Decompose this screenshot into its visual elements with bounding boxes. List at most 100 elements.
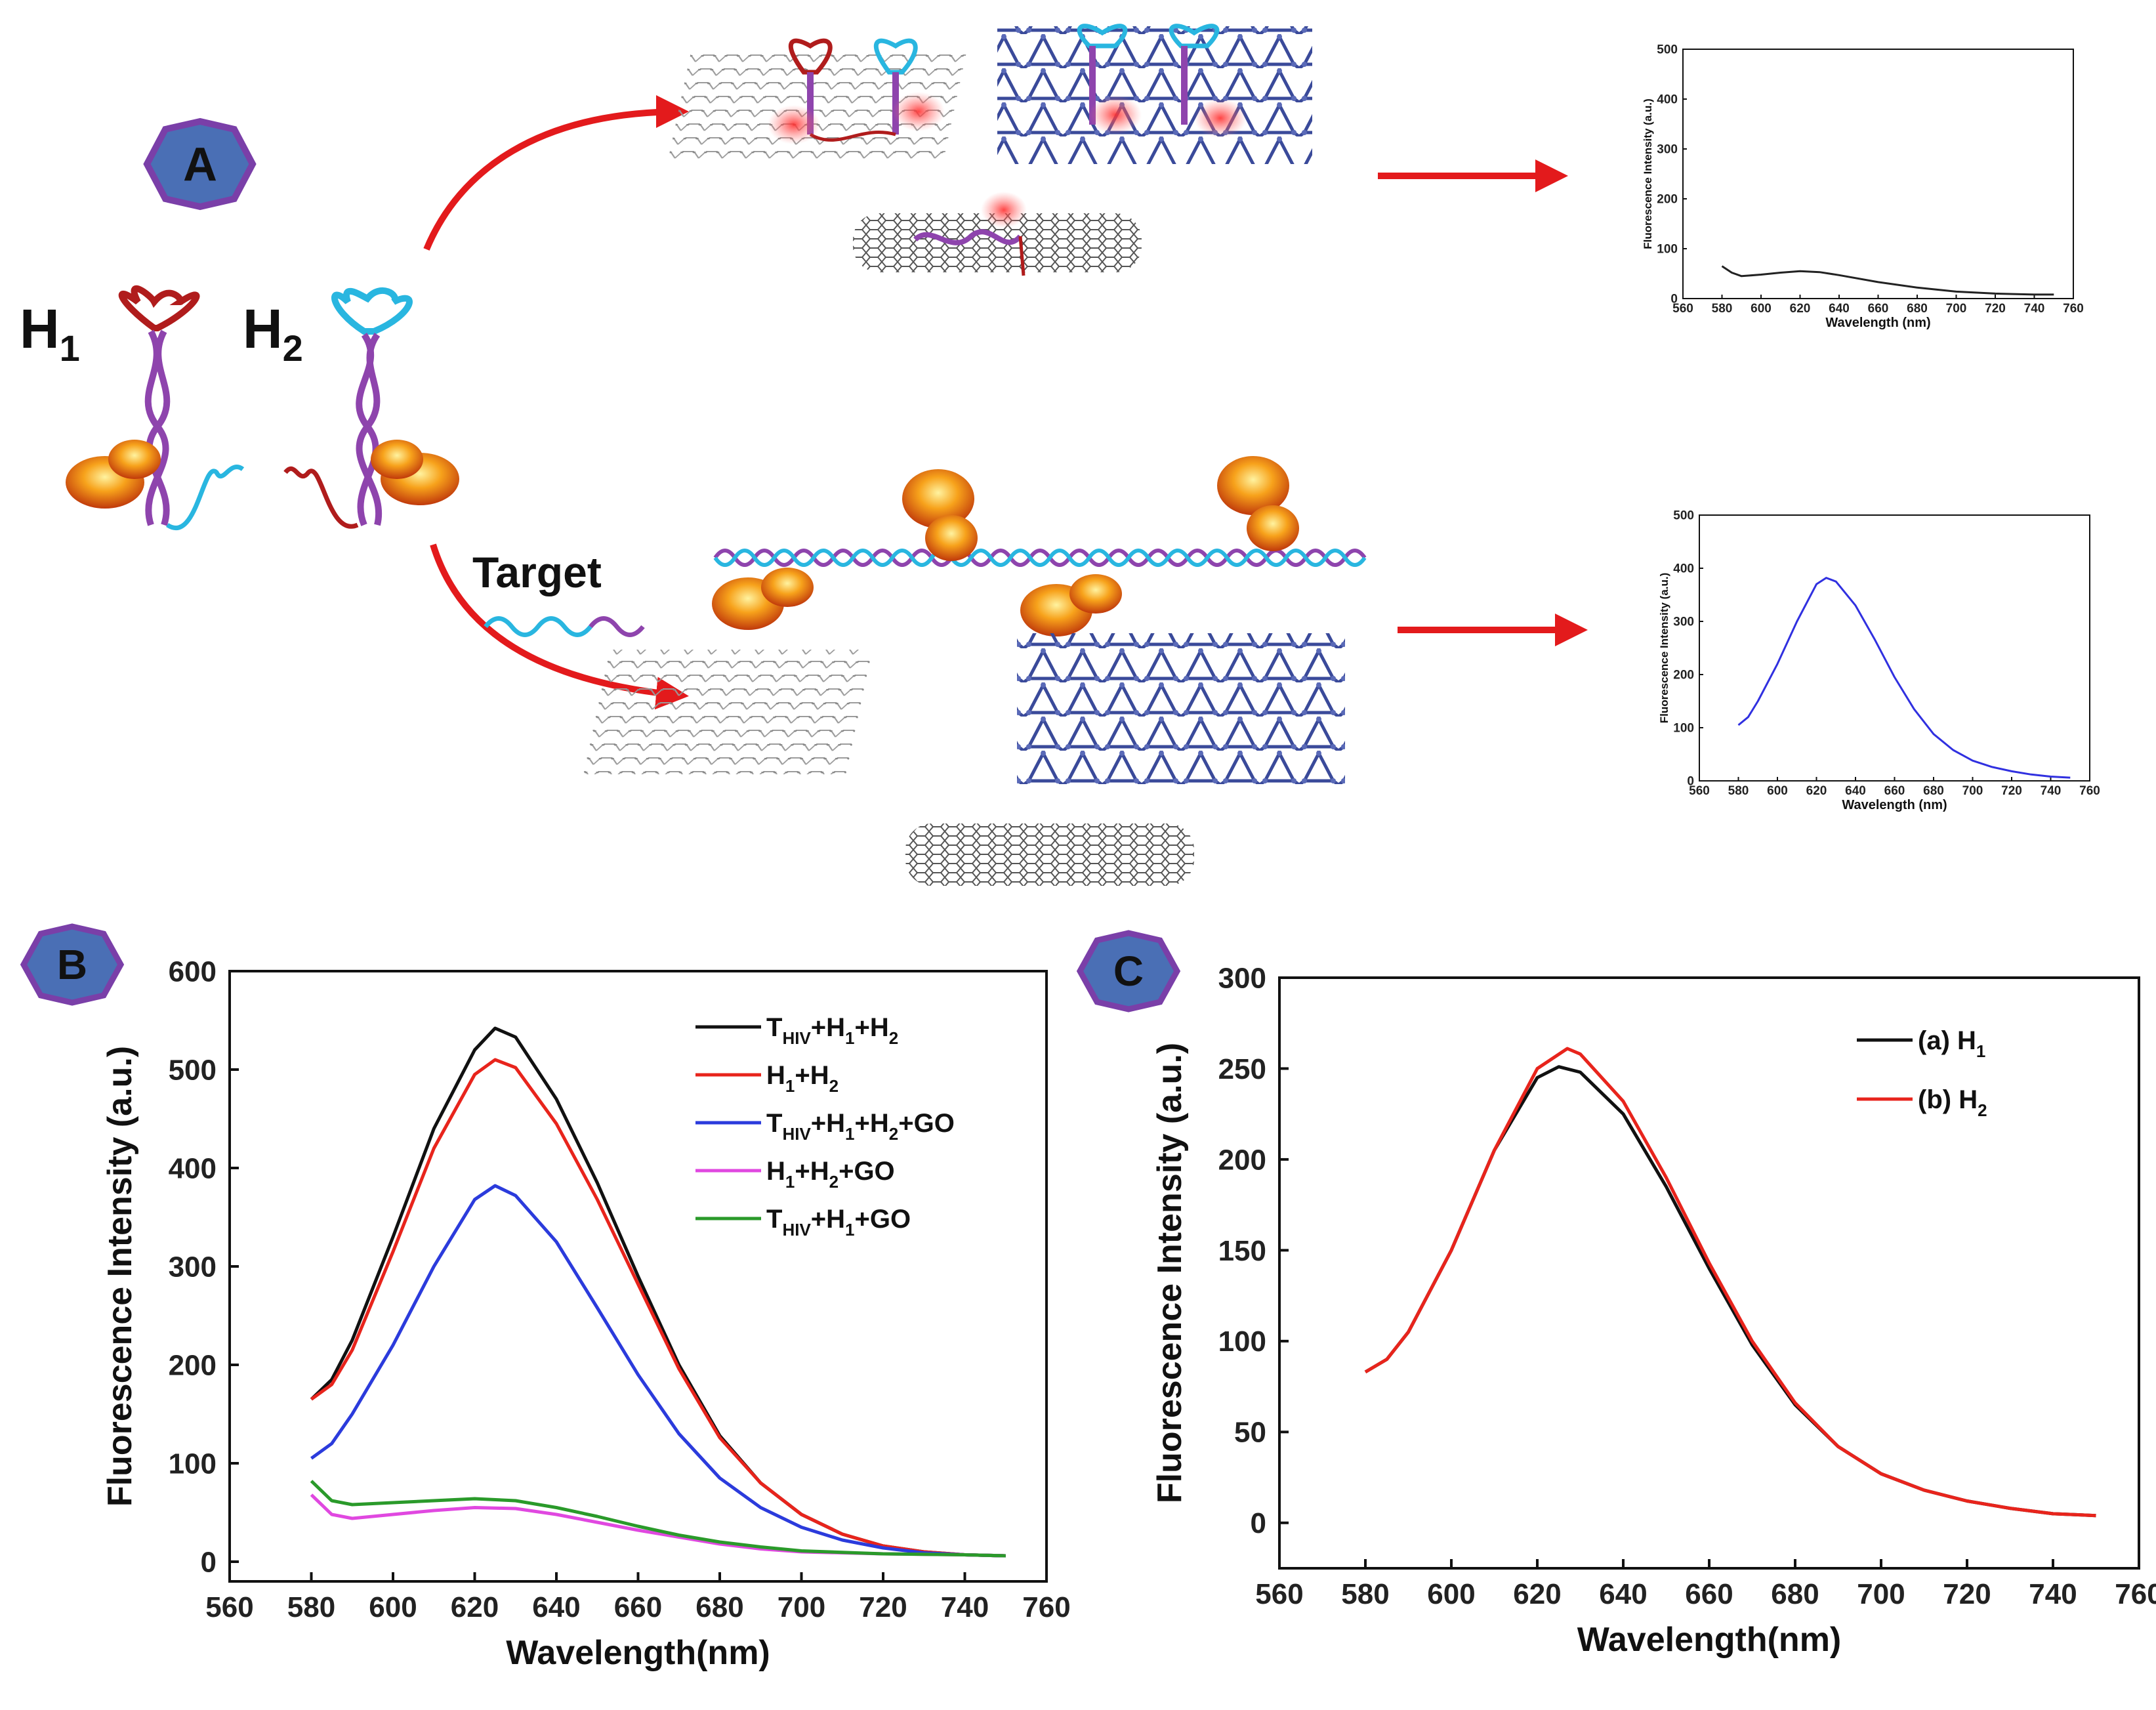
legend-label: THIV+H1+H2+GO bbox=[766, 1109, 955, 1144]
series-line bbox=[310, 1026, 1006, 1558]
series-line bbox=[1364, 1065, 2096, 1518]
h2-label: H2 bbox=[243, 298, 303, 369]
x-axis-label: Wavelength(nm) bbox=[506, 1634, 770, 1672]
recovered-complex bbox=[583, 456, 1367, 886]
legend-label: THIV+H1+H2 bbox=[766, 1013, 898, 1048]
x-tick-label: 620 bbox=[1513, 1578, 1561, 1610]
x-tick-label: 600 bbox=[1751, 302, 1772, 316]
inset-top-chart: 560 580 600 620 640 660 680 700 720 740 760 0 100 200… bbox=[1642, 43, 2084, 330]
x-tick-label: 640 bbox=[1845, 784, 1866, 798]
y-axis-label: Fluorescence Intensity (a.u.) bbox=[1151, 1043, 1189, 1503]
x-tick-label: 680 bbox=[695, 1591, 743, 1623]
x-tick-label: 680 bbox=[1771, 1578, 1819, 1610]
x-axis-label: Wavelength (nm) bbox=[1825, 316, 1930, 330]
series-line bbox=[310, 1480, 1006, 1558]
x-tick-label: 580 bbox=[1341, 1578, 1389, 1610]
x-tick-label: 660 bbox=[1868, 302, 1889, 316]
x-tick-label: 580 bbox=[287, 1591, 335, 1623]
h1-label: H1 bbox=[20, 298, 80, 369]
y-tick-label: 100 bbox=[169, 1448, 217, 1480]
cof-sheet-bottom bbox=[1017, 633, 1345, 784]
x-tick-label: 560 bbox=[1672, 302, 1693, 316]
badge-b-label: B bbox=[57, 941, 87, 988]
x-tick-label: 700 bbox=[1946, 302, 1967, 316]
y-tick-label: 200 bbox=[1657, 193, 1678, 207]
y-tick-label: 150 bbox=[1218, 1235, 1266, 1267]
x-tick-label: 560 bbox=[205, 1591, 253, 1623]
y-tick-label: 500 bbox=[1673, 509, 1694, 523]
badge-a-shape bbox=[143, 117, 257, 211]
x-tick-label: 660 bbox=[614, 1591, 662, 1623]
y-tick-label: 600 bbox=[169, 955, 217, 988]
dsdna-strand bbox=[713, 549, 1367, 567]
x-tick-label: 740 bbox=[2024, 302, 2045, 316]
y-tick-label: 50 bbox=[1234, 1417, 1266, 1449]
chart-b: 560 580 600 620 640 660 680 700 720 740 760 0 100 200… bbox=[101, 955, 1071, 1672]
series-line bbox=[1737, 577, 2071, 779]
y-tick-label: 400 bbox=[1657, 93, 1678, 107]
x-axis-label: Wavelength (nm) bbox=[1842, 798, 1947, 812]
panel-a: A H1 H2 Target bbox=[20, 24, 2100, 886]
badge-b-shape bbox=[20, 923, 125, 1006]
x-tick-label: 760 bbox=[2115, 1578, 2156, 1610]
legend-label: (b) H2 bbox=[1918, 1085, 1987, 1120]
legend-label: (a) H1 bbox=[1918, 1026, 1985, 1061]
target-strand bbox=[484, 616, 592, 637]
series-line bbox=[310, 1493, 1006, 1558]
x-tick-label: 600 bbox=[1767, 784, 1788, 798]
x-tick-label: 720 bbox=[2001, 784, 2022, 798]
quenched-complexes bbox=[667, 24, 1312, 276]
series-line bbox=[1721, 265, 2054, 296]
x-tick-label: 560 bbox=[1689, 784, 1710, 798]
y-tick-label: 0 bbox=[1670, 293, 1678, 306]
x-tick-label: 580 bbox=[1728, 784, 1749, 798]
y-tick-label: 0 bbox=[1251, 1507, 1266, 1539]
y-tick-label: 200 bbox=[1673, 669, 1694, 682]
x-tick-label: 640 bbox=[532, 1591, 580, 1623]
x-tick-label: 580 bbox=[1712, 302, 1733, 316]
y-tick-label: 400 bbox=[169, 1152, 217, 1184]
chart-c: 560 580 600 620 640 660 680 700 720 740 760 0 50 100 1… bbox=[1151, 962, 2156, 1659]
y-tick-label: 100 bbox=[1657, 243, 1678, 257]
plot-frame bbox=[1278, 976, 2140, 1570]
hairpin-h2: H2 bbox=[243, 287, 459, 529]
hairpin-h1: H1 bbox=[20, 285, 245, 530]
x-tick-label: 760 bbox=[2079, 784, 2100, 798]
x-tick-label: 680 bbox=[1923, 784, 1944, 798]
legend-label: H1+H2 bbox=[766, 1061, 839, 1096]
x-tick-label: 680 bbox=[1907, 302, 1928, 316]
legend-label: H1+H2+GO bbox=[766, 1157, 895, 1192]
graphene-sheet-bottom bbox=[583, 650, 873, 774]
nanotube-top bbox=[853, 213, 1142, 272]
y-tick-label: 100 bbox=[1218, 1325, 1266, 1358]
nanotube-bottom bbox=[905, 824, 1194, 886]
x-tick-label: 700 bbox=[1857, 1578, 1905, 1610]
y-tick-label: 200 bbox=[1218, 1144, 1266, 1176]
x-tick-label: 640 bbox=[1829, 302, 1850, 316]
y-tick-label: 500 bbox=[169, 1054, 217, 1086]
y-axis-label: Fluorescence Intensity (a.u.) bbox=[101, 1046, 139, 1507]
panel-b: B 560 580 600 620 640 660 680 700 720 740 760 0 100 2… bbox=[20, 923, 1071, 1672]
y-tick-label: 300 bbox=[169, 1251, 217, 1283]
target-label: Target bbox=[472, 548, 602, 596]
y-tick-label: 0 bbox=[201, 1546, 217, 1578]
y-tick-label: 300 bbox=[1657, 143, 1678, 157]
y-tick-label: 300 bbox=[1218, 962, 1266, 994]
y-axis-label: Fluorescence Intensity (a.u.) bbox=[1642, 98, 1654, 249]
x-tick-label: 660 bbox=[1884, 784, 1905, 798]
badge-c-shape bbox=[1076, 930, 1181, 1012]
plot-frame bbox=[1682, 49, 2074, 299]
arrow-up-curve bbox=[423, 95, 689, 251]
x-tick-label: 760 bbox=[1022, 1591, 1070, 1623]
x-tick-label: 640 bbox=[1599, 1578, 1647, 1610]
panel-c: C 560 580 600 620 640 660 680 700 720 740 760 0 50 10… bbox=[1076, 930, 2156, 1659]
x-tick-label: 600 bbox=[1427, 1578, 1475, 1610]
y-tick-label: 300 bbox=[1673, 615, 1694, 629]
x-tick-label: 620 bbox=[1790, 302, 1811, 316]
y-tick-label: 500 bbox=[1657, 43, 1678, 57]
x-tick-label: 620 bbox=[1806, 784, 1827, 798]
badge-c-label: C bbox=[1113, 948, 1144, 995]
y-tick-label: 200 bbox=[169, 1349, 217, 1381]
y-tick-label: 100 bbox=[1673, 722, 1694, 736]
